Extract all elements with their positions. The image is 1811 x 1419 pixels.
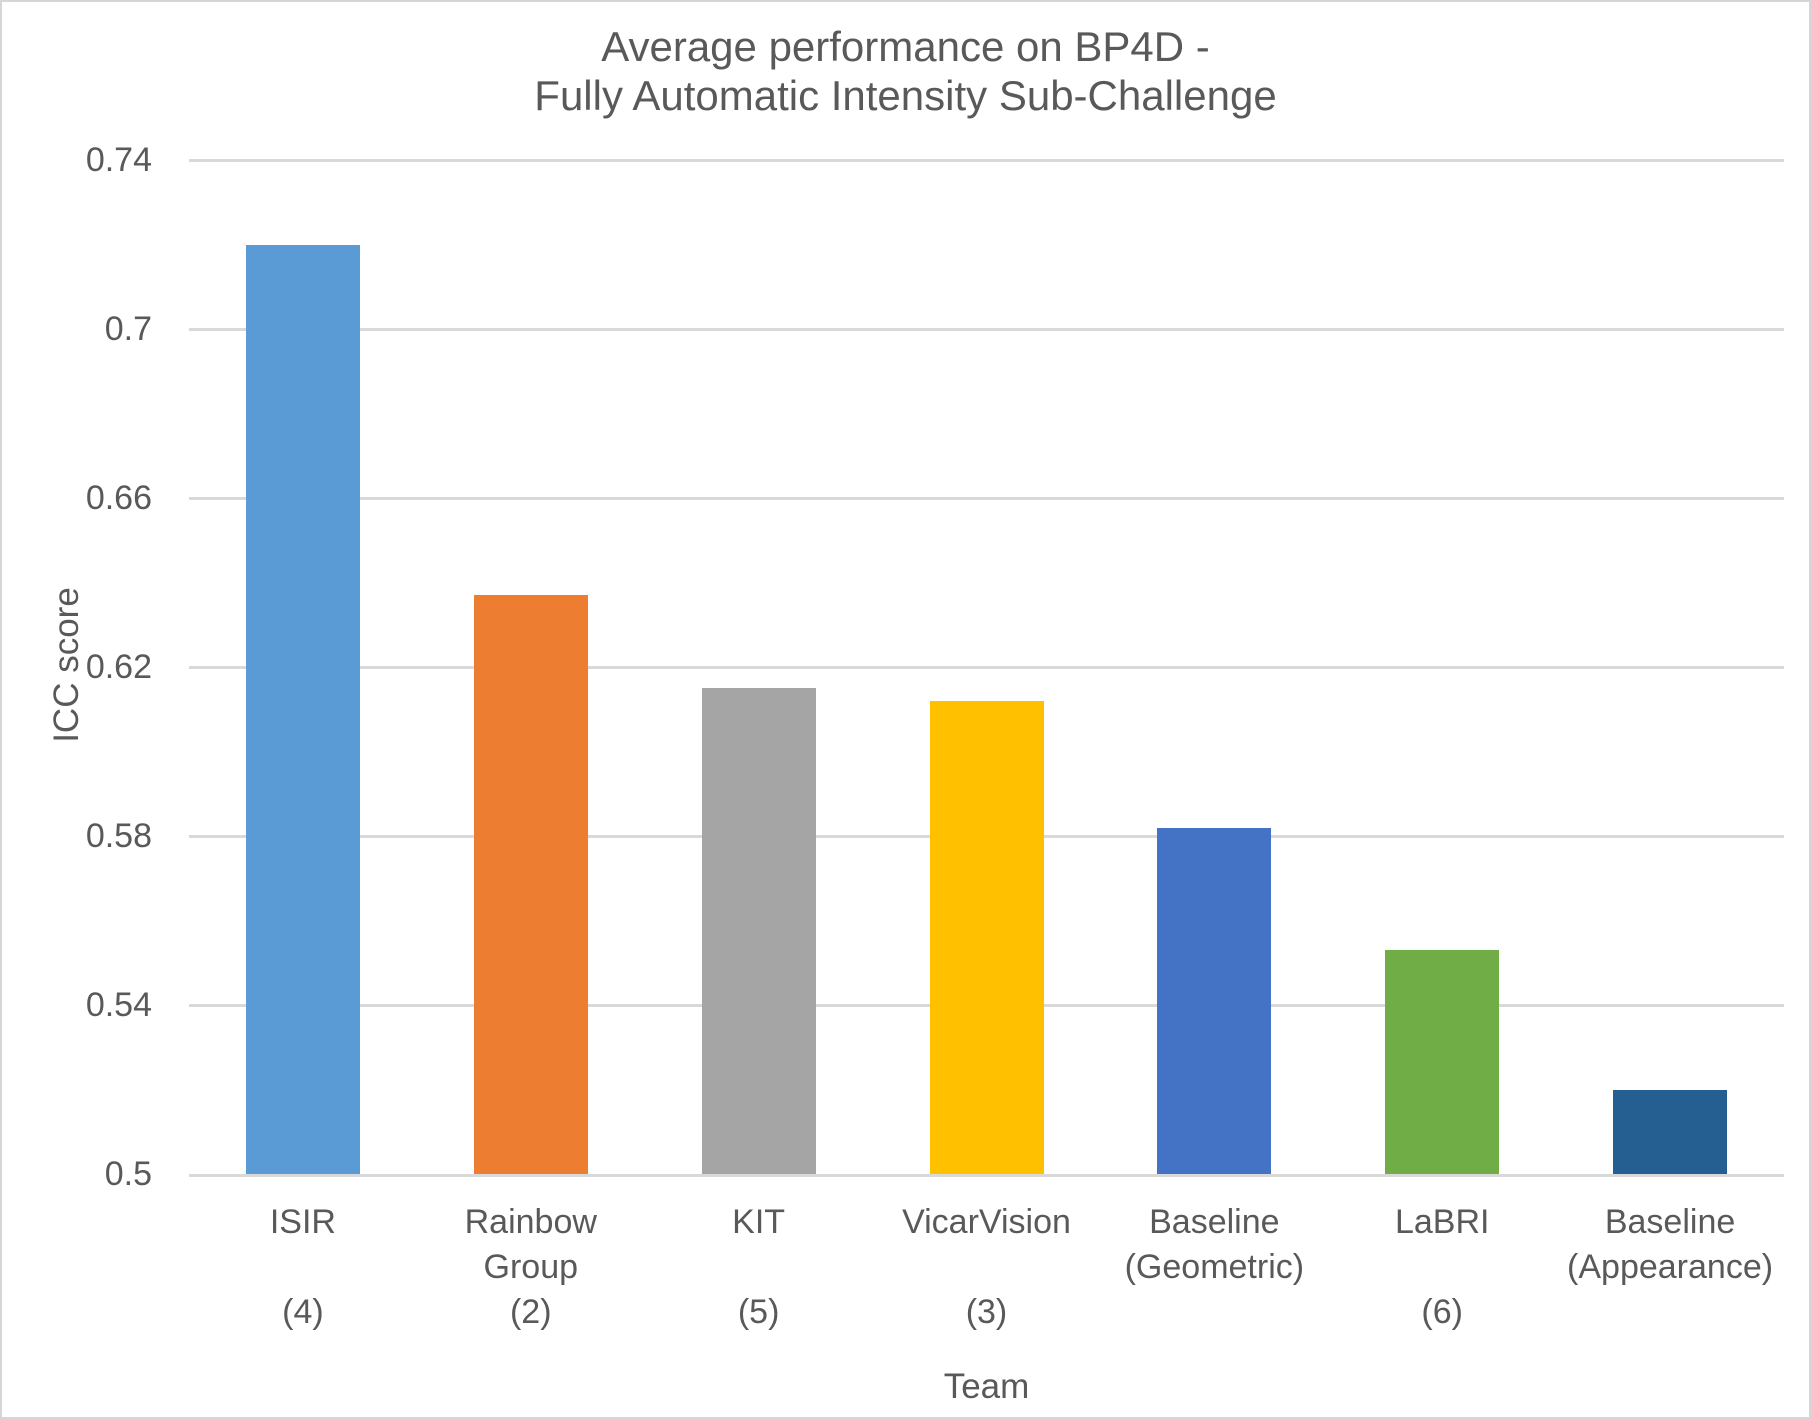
- y-tick-label-0.74: 0.74: [85, 141, 152, 179]
- bar-kit: [701, 688, 816, 1174]
- x-tick-label-labri: LaBRI (6): [1328, 1200, 1556, 1335]
- gridline-0.74: [189, 158, 1784, 162]
- gridline-0.7: [189, 327, 1784, 331]
- x-tick-label-vicarvision-line2: [873, 1245, 1101, 1290]
- x-tick-label-rainbow-group: Rainbow Group (2): [417, 1200, 645, 1335]
- y-tick-label-0.54: 0.54: [85, 986, 152, 1024]
- x-axis-line: [189, 1174, 1784, 1177]
- x-tick-label-baseline-geometric-line3: [1100, 1290, 1328, 1335]
- x-tick-label-vicarvision-line1: VicarVision: [902, 1203, 1071, 1241]
- bar-rainbow-group: [473, 595, 588, 1174]
- x-tick-label-labri-line1: LaBRI: [1394, 1203, 1490, 1241]
- x-tick-label-labri-line3: (6): [1421, 1293, 1463, 1331]
- chart-title: Average performance on BP4D - Fully Auto…: [2, 22, 1809, 120]
- x-tick-label-labri-line2: [1328, 1245, 1556, 1290]
- x-tick-label-rainbow-group-line3: (2): [509, 1293, 552, 1331]
- x-tick-label-kit: KIT (5): [645, 1200, 873, 1335]
- y-tick-label-0.7: 0.7: [104, 310, 152, 348]
- chart-title-line2: Fully Automatic Intensity Sub-Challenge: [534, 72, 1277, 119]
- x-tick-label-rainbow-group-line2: Group: [483, 1248, 579, 1286]
- bar-labri: [1385, 950, 1500, 1174]
- x-tick-label-rainbow-group-line1: Rainbow: [464, 1203, 597, 1241]
- bar-isir: [245, 244, 360, 1174]
- x-tick-label-kit-line3: (5): [737, 1293, 780, 1331]
- y-tick-label-0.5: 0.5: [104, 1155, 152, 1193]
- x-tick-label-isir-line1: ISIR: [269, 1203, 336, 1241]
- bar-baseline-appearance: [1613, 1089, 1728, 1174]
- y-tick-label-0.58: 0.58: [85, 817, 152, 855]
- x-tick-label-kit-line1: KIT: [732, 1203, 786, 1241]
- plot-area: [189, 158, 1784, 1177]
- x-tick-label-kit-line2: [645, 1245, 873, 1290]
- x-tick-label-baseline-geometric-line2: (Geometric): [1124, 1248, 1305, 1286]
- x-tick-label-baseline-appearance-line1: Baseline: [1604, 1203, 1736, 1241]
- y-tick-label-0.62: 0.62: [85, 648, 152, 686]
- gridline-0.66: [189, 496, 1784, 500]
- x-tick-label-baseline-appearance-line2: (Appearance): [1567, 1248, 1774, 1286]
- x-tick-label-isir-line3: (4): [282, 1293, 324, 1331]
- chart-title-line1: Average performance on BP4D -: [601, 23, 1210, 70]
- x-tick-label-vicarvision-line3: (3): [965, 1293, 1008, 1331]
- x-axis-title: Team: [943, 1367, 1030, 1406]
- bar-vicarvision: [929, 700, 1044, 1174]
- x-tick-label-baseline-geometric-line1: Baseline: [1149, 1203, 1280, 1241]
- x-tick-label-baseline-geometric: Baseline (Geometric): [1100, 1200, 1328, 1335]
- x-tick-label-vicarvision: VicarVision (3): [873, 1200, 1101, 1335]
- bar-baseline-geometric: [1157, 827, 1272, 1174]
- x-tick-label-baseline-appearance-line3: [1556, 1290, 1784, 1335]
- gridline-0.62: [189, 665, 1784, 669]
- x-tick-label-isir: ISIR (4): [189, 1200, 417, 1335]
- x-tick-label-baseline-appearance: Baseline (Appearance): [1556, 1200, 1784, 1335]
- y-tick-label-0.66: 0.66: [85, 479, 152, 517]
- x-tick-label-isir-line2: [189, 1245, 417, 1290]
